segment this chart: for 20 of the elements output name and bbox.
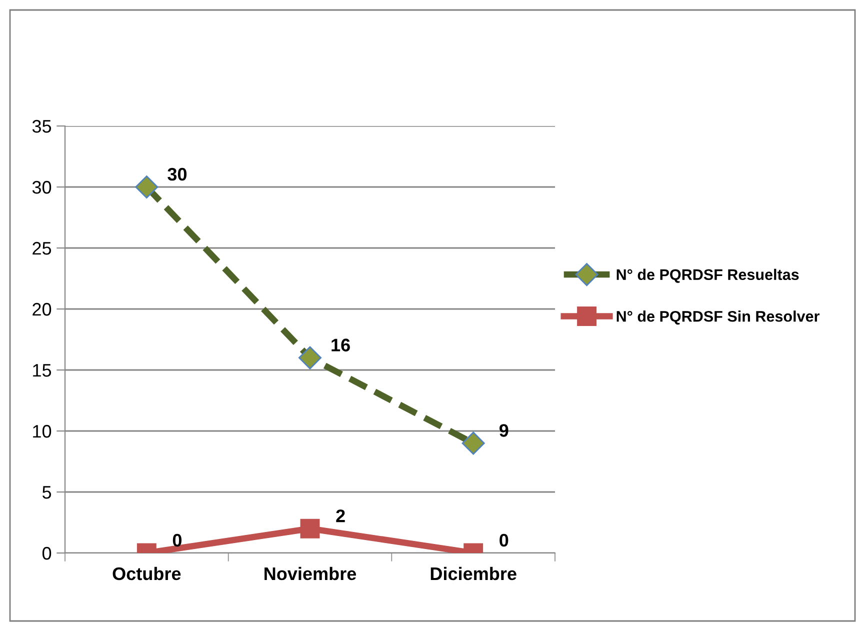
data-label: 30 — [168, 168, 187, 181]
y-tick-label: 25 — [32, 242, 52, 255]
legend-label: N° de PQRDSF Sin Resolver — [616, 310, 820, 325]
data-label: 0 — [172, 534, 182, 547]
legend-label: N° de PQRDSF Resueltas — [616, 268, 799, 283]
data-label: 2 — [336, 509, 345, 522]
y-tick-label: 5 — [42, 486, 52, 499]
y-tick-label: 15 — [33, 364, 52, 377]
y-tick-label: 35 — [32, 120, 52, 133]
data-label: 16 — [332, 338, 350, 352]
x-tick-label: Diciembre — [430, 566, 516, 580]
point — [300, 518, 320, 538]
data-label: 9 — [499, 424, 508, 437]
x-tick-label: Octubre — [112, 566, 181, 580]
data-label: 0 — [500, 534, 508, 547]
y-tick-label: 0 — [42, 546, 52, 560]
x-tick-label: Noviembre — [264, 566, 356, 580]
y-tick-label: 20 — [32, 302, 52, 316]
y-tick-label: 10 — [33, 424, 52, 438]
y-tick-label: 30 — [32, 180, 52, 194]
